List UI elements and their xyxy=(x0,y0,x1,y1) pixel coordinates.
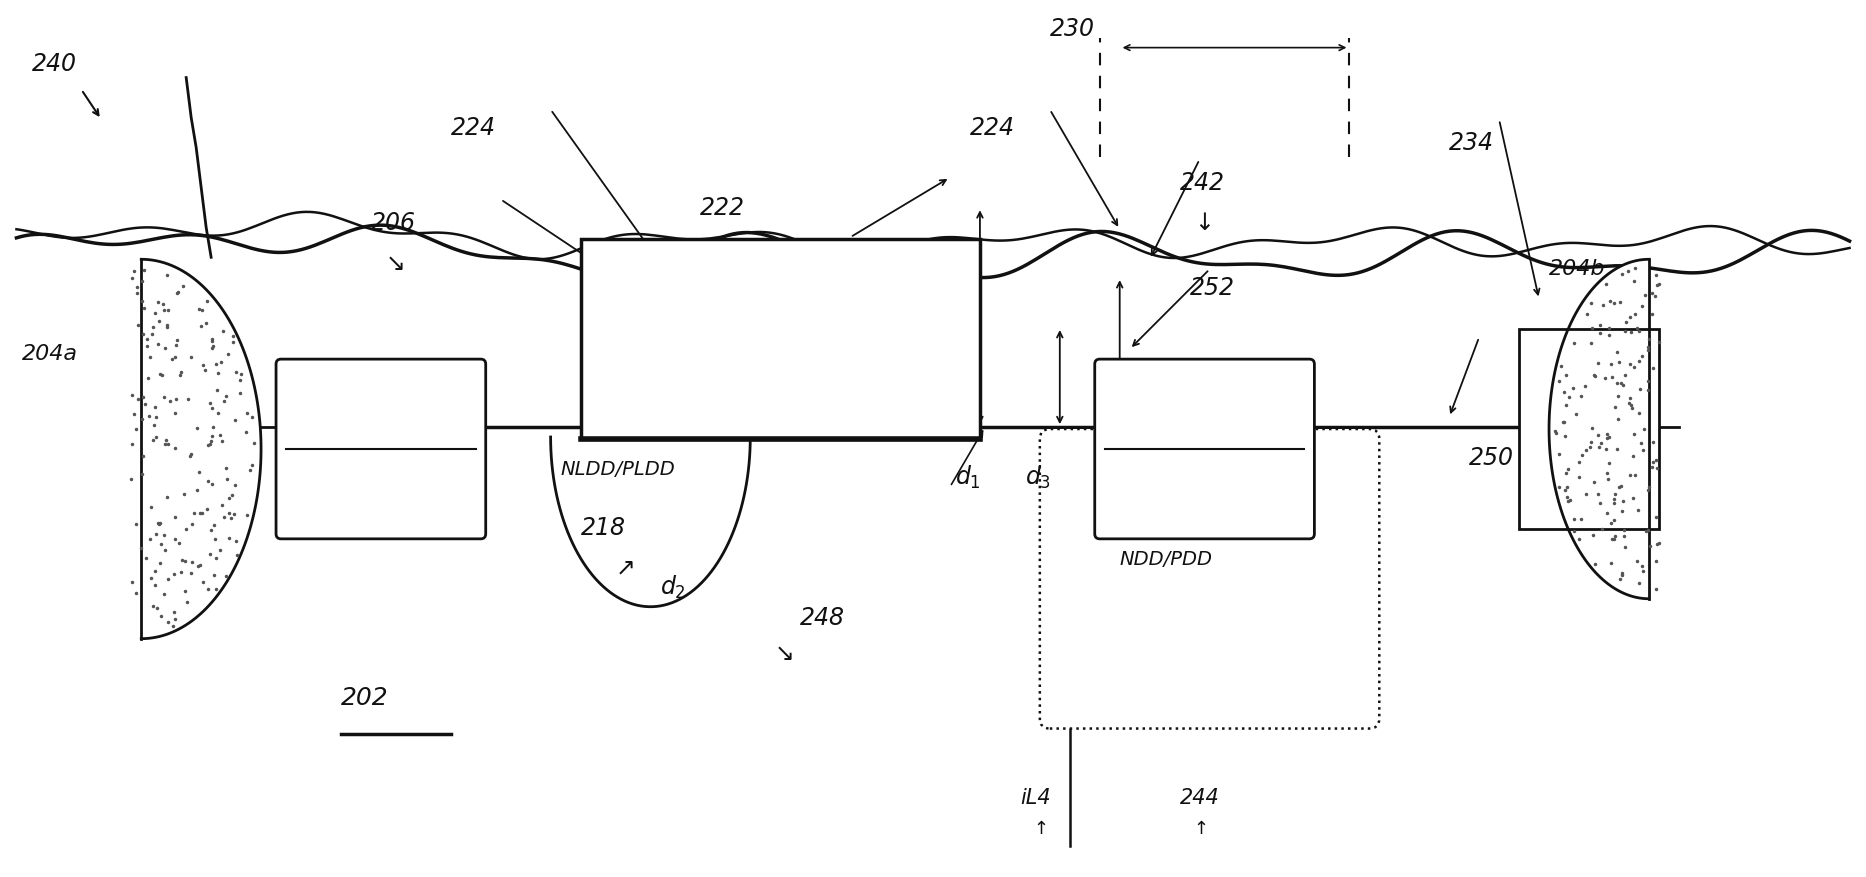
Text: $d_1$: $d_1$ xyxy=(955,463,982,490)
Text: 242: 242 xyxy=(1179,171,1224,196)
Text: 220: 220 xyxy=(926,398,965,418)
Text: NDD/PDD: NDD/PDD xyxy=(1120,549,1213,568)
Text: N+/P+: N+/P+ xyxy=(1142,430,1207,448)
Text: 230: 230 xyxy=(1051,17,1095,40)
Bar xyxy=(1519,330,1659,529)
Text: 234: 234 xyxy=(1450,132,1495,155)
Text: $\uparrow$: $\uparrow$ xyxy=(1030,819,1047,838)
Text: $\searrow$: $\searrow$ xyxy=(771,640,793,664)
Text: 248: 248 xyxy=(801,605,845,629)
FancyBboxPatch shape xyxy=(1039,430,1379,729)
Text: 204b: 204b xyxy=(1549,259,1605,279)
Text: iL4: iL4 xyxy=(1021,788,1051,808)
Text: 252: 252 xyxy=(1191,276,1235,300)
Text: 244: 244 xyxy=(1179,788,1218,808)
Text: 240: 240 xyxy=(32,52,77,75)
Text: 222: 222 xyxy=(700,196,745,220)
Text: N+/P+: N+/P+ xyxy=(323,430,388,448)
Text: $\searrow$: $\searrow$ xyxy=(381,251,405,275)
Text: 202: 202 xyxy=(341,685,388,709)
Polygon shape xyxy=(1549,260,1650,599)
Text: 246: 246 xyxy=(1155,374,1194,394)
FancyBboxPatch shape xyxy=(276,360,485,539)
Text: $\nearrow$: $\nearrow$ xyxy=(610,555,634,579)
Text: 250: 250 xyxy=(1469,446,1513,469)
Text: $\uparrow$: $\uparrow$ xyxy=(1191,819,1207,838)
Text: $d_2$: $d_2$ xyxy=(661,573,687,600)
Text: NLDD/PLDD: NLDD/PLDD xyxy=(560,460,675,478)
Text: 224: 224 xyxy=(452,117,496,140)
Polygon shape xyxy=(142,260,261,639)
FancyBboxPatch shape xyxy=(1095,360,1314,539)
Text: 204a: 204a xyxy=(21,344,78,364)
Text: $\downarrow$: $\downarrow$ xyxy=(1191,211,1211,235)
Text: 206: 206 xyxy=(371,211,416,235)
Bar xyxy=(580,240,980,439)
Text: 208: 208 xyxy=(336,368,375,389)
Text: 218: 218 xyxy=(580,516,625,539)
Text: $d_3$: $d_3$ xyxy=(1024,463,1051,490)
Text: 224: 224 xyxy=(970,117,1015,140)
